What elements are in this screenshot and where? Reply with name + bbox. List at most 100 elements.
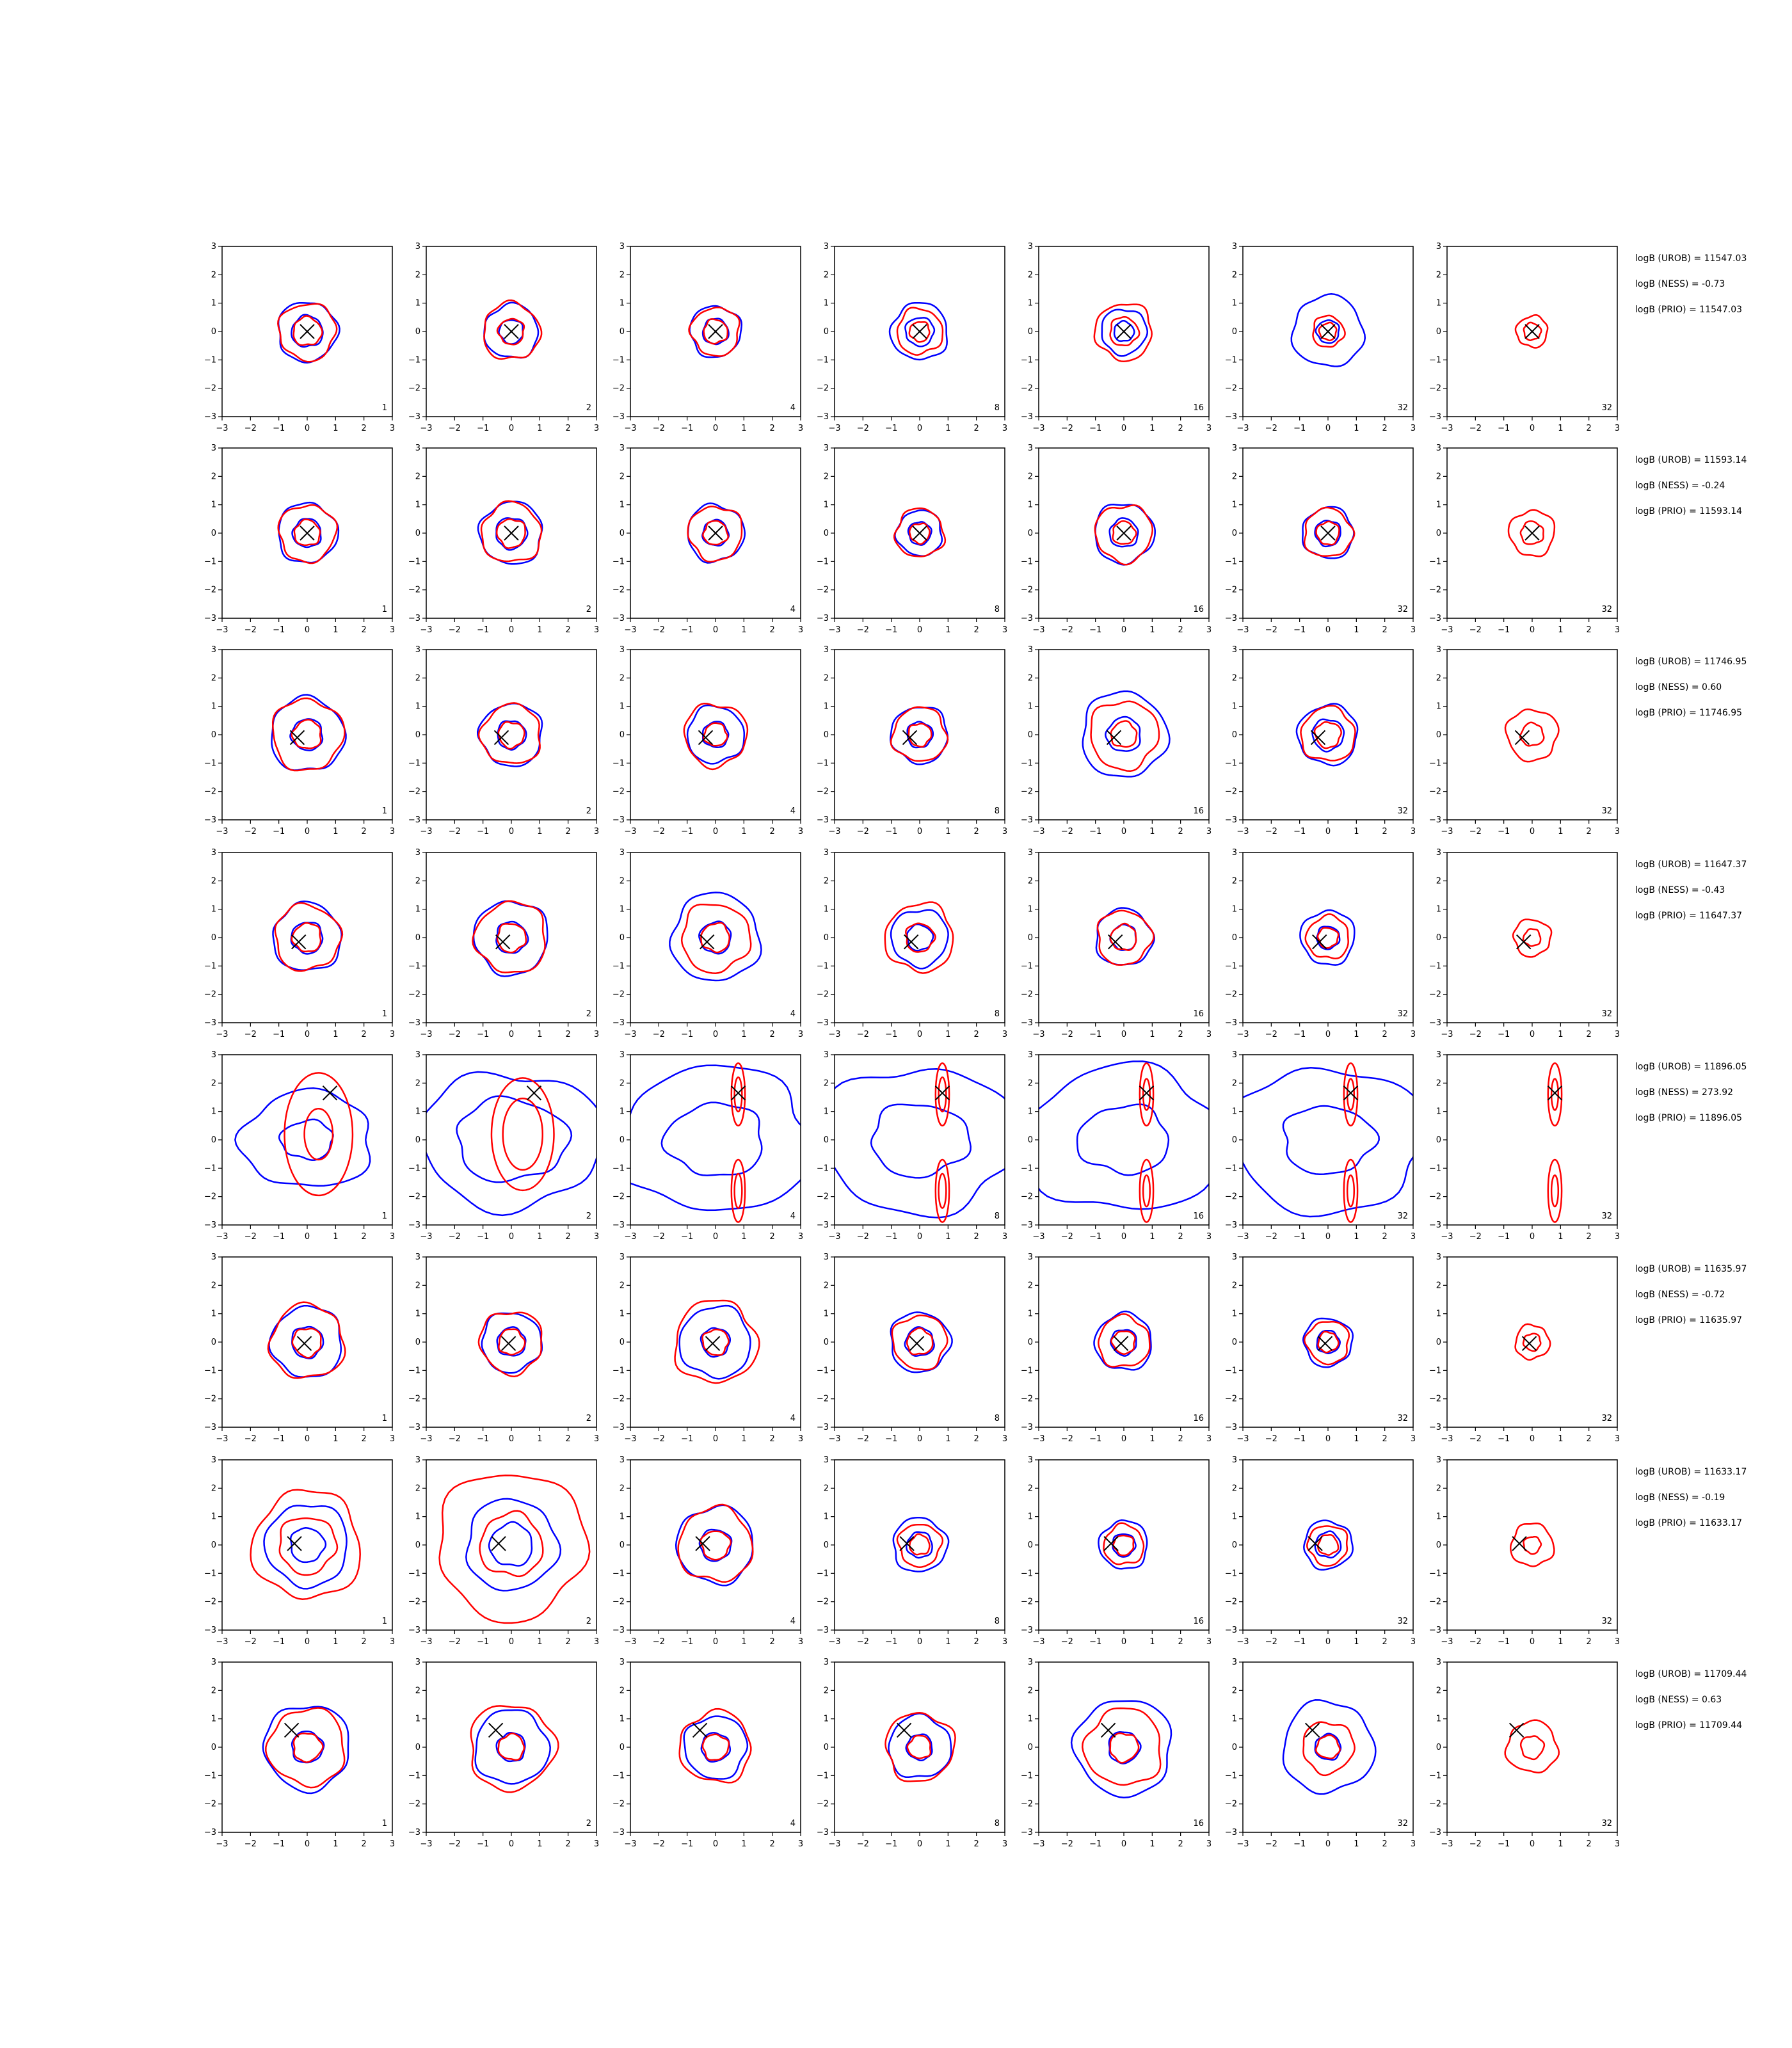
- x-tick-label: 1: [1354, 625, 1359, 635]
- x-marker: [708, 525, 723, 541]
- x-marker: [912, 324, 927, 339]
- y-tick-label: 1: [211, 905, 216, 915]
- y-tick-label: 1: [620, 702, 625, 712]
- x-tick-label: 2: [566, 827, 571, 836]
- x-tick-label: 3: [594, 424, 599, 433]
- red-contour: [502, 1098, 544, 1171]
- panel-corner-label: 4: [790, 403, 796, 413]
- red-contour: [496, 923, 527, 954]
- y-tick-label: 0: [1232, 933, 1237, 943]
- x-tick-label: −1: [1089, 1637, 1101, 1647]
- panel-corner-label: 16: [1193, 1414, 1204, 1423]
- x-tick-label: −3: [216, 1434, 228, 1444]
- y-tick-label: 0: [1232, 1743, 1237, 1752]
- y-tick-label: 1: [1232, 1107, 1237, 1117]
- x-tick-label: 3: [798, 1030, 803, 1039]
- x-tick-label: 3: [1206, 1434, 1212, 1444]
- red-contour: [1317, 1534, 1340, 1556]
- red-contour: [1142, 1174, 1151, 1208]
- panel-corner-label: 32: [1601, 1617, 1612, 1626]
- blue-contour: [1316, 1329, 1341, 1354]
- red-contour: [1519, 520, 1544, 545]
- x-tick-label: 2: [770, 827, 775, 836]
- x-marker: [1514, 730, 1530, 746]
- x-tick-label: −1: [681, 1030, 693, 1039]
- x-tick-label: 1: [1149, 1637, 1155, 1647]
- panel-r3-c2: −3−3 −2 −2 −1 −1 0 0 1 1 2 2 3 3 2: [408, 645, 599, 836]
- y-tick-label: −2: [1225, 384, 1237, 394]
- x-marker: [491, 1536, 506, 1551]
- blue-contour: [465, 1498, 562, 1592]
- x-marker: [1310, 730, 1326, 746]
- x-tick-label: 1: [1149, 1434, 1155, 1444]
- x-tick-label: −1: [885, 1030, 897, 1039]
- x-tick-label: 1: [1149, 1232, 1155, 1242]
- panel-corner-label: 32: [1397, 806, 1408, 816]
- blue-contour: [1070, 1700, 1172, 1799]
- panel-corner-label: 2: [586, 806, 591, 816]
- y-tick-label: 2: [1232, 673, 1237, 683]
- x-tick-label: −2: [857, 1434, 869, 1444]
- panel-corner-label: 2: [586, 605, 591, 614]
- red-contour: [1109, 922, 1137, 951]
- x-tick-label: −3: [1441, 827, 1453, 836]
- x-tick-label: 2: [566, 1030, 571, 1039]
- blue-contour: [1316, 925, 1341, 950]
- red-contour: [277, 504, 339, 564]
- panel-r1-c7: −3−3 −2 −2 −1 −1 0 0 1 1 2 2 3 3 32: [1429, 242, 1620, 433]
- y-tick-label: 2: [824, 1078, 829, 1088]
- x-tick-label: 1: [333, 827, 338, 836]
- y-tick-label: 3: [1028, 1658, 1033, 1667]
- red-contour: [1303, 506, 1356, 557]
- y-tick-label: 1: [1436, 905, 1441, 915]
- x-marker: [903, 934, 919, 950]
- x-tick-label: 3: [1411, 1232, 1416, 1242]
- blue-contour: [1290, 293, 1366, 367]
- x-tick-label: 0: [1325, 1839, 1331, 1849]
- y-tick-label: 1: [824, 1107, 829, 1117]
- blue-contour: [481, 1312, 543, 1374]
- x-marker: [934, 1085, 950, 1101]
- x-tick-label: −3: [420, 1637, 432, 1647]
- y-tick-label: 1: [211, 1107, 216, 1117]
- y-tick-label: −2: [1225, 1395, 1237, 1404]
- x-tick-label: 2: [974, 424, 979, 433]
- blue-contour: [1095, 907, 1155, 966]
- red-contour: [284, 1072, 354, 1197]
- y-tick-label: 0: [1028, 1135, 1033, 1145]
- x-tick-label: −3: [828, 1232, 840, 1242]
- x-marker: [287, 1536, 302, 1551]
- plot-area: [1039, 1060, 1209, 1223]
- y-tick-label: −1: [204, 1771, 216, 1780]
- plot-area: [234, 1072, 371, 1197]
- x-tick-label: 0: [713, 424, 718, 433]
- panel-corner-label: 32: [1601, 403, 1612, 413]
- plot-area: [630, 1062, 801, 1223]
- panel-r6-c6: −3 −3 −2 −2 −1 −1 0 0 1 1 2 2 3 3 32: [1225, 1252, 1416, 1444]
- panel-r5-c2: −3−3 −2 −2 −1 −1 0 0 1 1 2 2 3 3 2: [408, 1050, 599, 1242]
- red-contour: [291, 1327, 322, 1359]
- axes-frame: [1446, 649, 1618, 820]
- logb-annotation: logB (UROB) = 11635.97: [1635, 1264, 1747, 1274]
- red-contour: [472, 900, 546, 973]
- x-marker: [300, 525, 315, 541]
- x-tick-label: 2: [974, 1637, 979, 1647]
- panel-corner-label: 1: [382, 1212, 387, 1221]
- x-tick-label: −1: [681, 1637, 693, 1647]
- y-tick-label: −1: [1225, 557, 1237, 566]
- y-tick-label: 0: [620, 933, 625, 943]
- x-tick-label: 2: [566, 625, 571, 635]
- red-contour: [497, 1732, 525, 1761]
- y-tick-label: −1: [612, 355, 625, 365]
- x-marker: [289, 730, 305, 746]
- blue-contour: [426, 1071, 596, 1217]
- red-contour: [1316, 927, 1340, 949]
- logb-annotation: logB (PRIO) = 11633.17: [1635, 1518, 1742, 1528]
- y-tick-label: −1: [1429, 758, 1441, 768]
- x-tick-label: −2: [653, 1434, 665, 1444]
- red-contour: [1142, 1078, 1151, 1111]
- x-tick-label: 0: [305, 1434, 310, 1444]
- x-tick-label: 0: [713, 1637, 718, 1647]
- x-tick-label: −2: [653, 827, 665, 836]
- y-tick-label: 2: [1028, 673, 1033, 683]
